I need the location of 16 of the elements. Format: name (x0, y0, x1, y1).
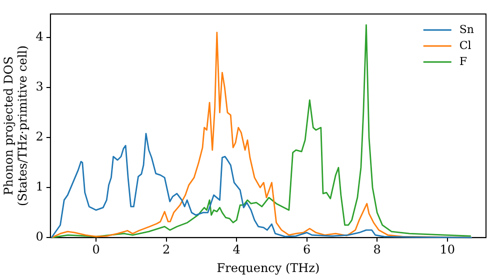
x-tick-label: 4 (232, 242, 241, 257)
legend-label: Sn (459, 22, 474, 36)
x-tick-label: 10 (440, 242, 456, 257)
x-tick-label: 6 (303, 242, 311, 257)
x-tick-label: 2 (162, 242, 170, 257)
x-tick-label: 0 (92, 242, 100, 257)
y-axis-title: Phonon projected DOS (States/THz·primitive cell) (1, 45, 30, 206)
y-tick-label: 3 (36, 80, 44, 94)
legend-label: Cl (459, 38, 472, 52)
y-tick-label: 1 (36, 180, 44, 194)
x-tick-label: 8 (373, 242, 381, 257)
legend-label: F (459, 54, 468, 68)
y-tick-label: 4 (36, 30, 44, 44)
x-axis-title: Frequency (THz) (216, 260, 320, 275)
y-tick-label: 2 (36, 130, 44, 144)
y-tick-label: 0 (36, 230, 44, 244)
